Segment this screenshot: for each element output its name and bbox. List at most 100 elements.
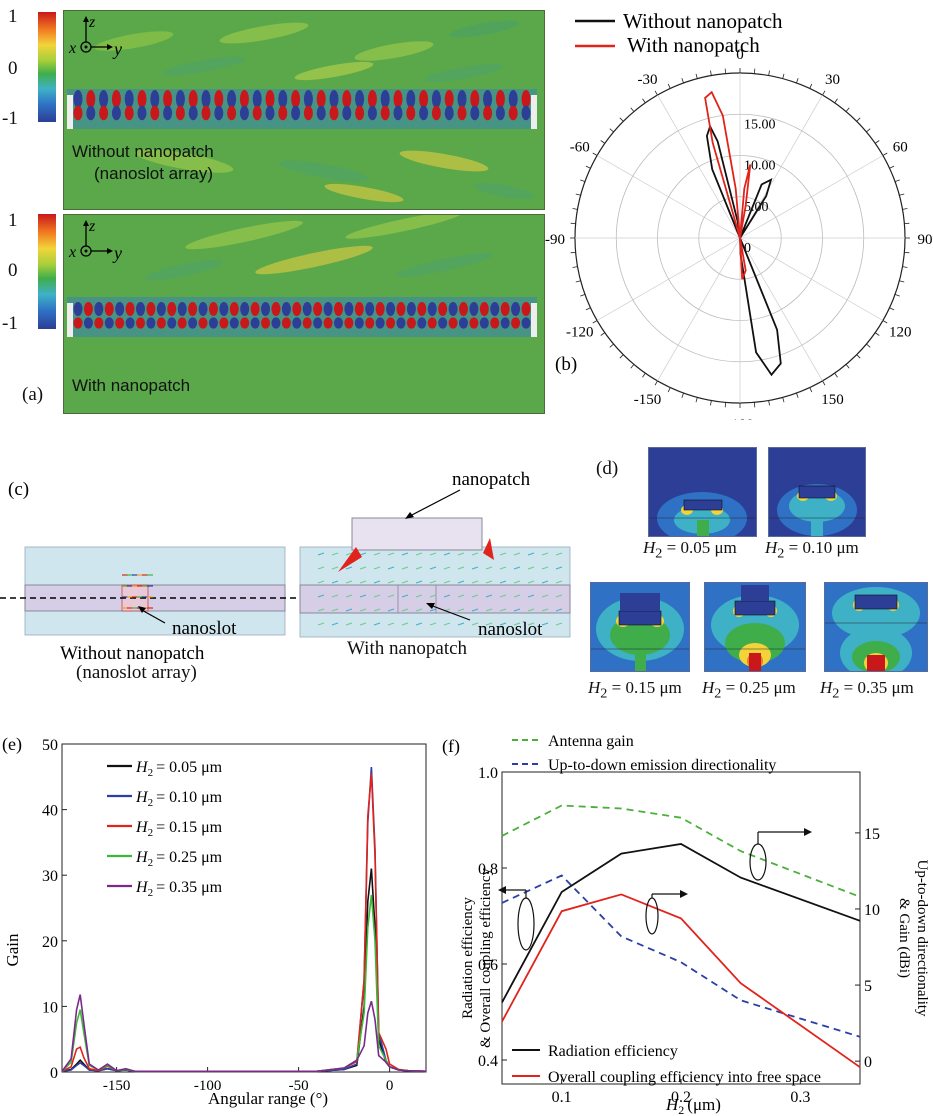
dipole-lower — [176, 106, 185, 120]
dipole-lower — [126, 317, 135, 328]
caption-c-left-2: (nanoslot array) — [76, 662, 197, 684]
thumb-caption-0.10: H2 = 0.10 μm — [765, 538, 859, 562]
colorbar-top-tick-1: 1 — [8, 6, 18, 28]
polar-tick — [696, 74, 697, 79]
polar-tick — [682, 78, 684, 83]
dipole-upper — [188, 302, 197, 316]
chart-e-xtick-label: -150 — [103, 1078, 131, 1094]
polar-tick — [769, 71, 770, 76]
dipole-lower — [501, 317, 510, 328]
polar-curves — [705, 92, 781, 375]
dipole-lower — [199, 317, 208, 328]
axis-y-label-bottom: y — [112, 243, 122, 263]
chart-f-xlabel-unit: (μm) — [687, 1095, 721, 1114]
dipole-lower — [432, 106, 441, 120]
dipole-lower — [163, 106, 172, 120]
polar-spoke — [658, 95, 741, 238]
chart-e-legend-label: H2 = 0.10 μm — [135, 789, 223, 809]
caption-without-nanopatch: Without nanopatch — [72, 141, 214, 163]
panel-b-label: (b) — [555, 354, 577, 375]
dipole-upper — [278, 90, 287, 108]
polar-plot: Without nanopatch With nanopatch 0306090… — [545, 0, 933, 420]
chart-f-xtick-label: 0.1 — [552, 1089, 572, 1106]
polar-tick — [899, 281, 904, 282]
polar-tick — [866, 344, 870, 347]
dipole-upper — [253, 90, 262, 108]
colorbar-top — [38, 12, 56, 122]
chart-f-ytick-left-label: 0.4 — [478, 1053, 498, 1070]
dipole-lower — [266, 106, 275, 120]
field-thumb-0.05 — [648, 447, 757, 537]
chart-e-ytick-label: 20 — [42, 934, 58, 951]
chart-e-series-line — [62, 774, 426, 1072]
polar-tick — [610, 129, 614, 132]
thumb-caption-0.25: H2 = 0.25 μm — [702, 678, 796, 702]
dipole-lower — [522, 106, 531, 120]
polar-tick — [668, 84, 670, 89]
chart-f-efficiency: (f) 0.40.60.81.00510150.1 0.2 0.3 Antenna … — [440, 728, 933, 1116]
chart-e-ytick-label: 40 — [42, 803, 58, 820]
chart-f-ytick-right-label: 0 — [864, 1054, 872, 1071]
chart-e-legend-label: H2 = 0.25 μm — [135, 849, 223, 869]
dipole-upper — [84, 302, 93, 316]
dipole-lower — [445, 106, 454, 120]
dipole-upper — [163, 90, 172, 108]
chart-f-series-line — [502, 876, 860, 1037]
device-without-nanopatch — [0, 547, 305, 635]
chart-e-legend-label: H2 = 0.15 μm — [135, 819, 223, 839]
polar-spoke — [740, 238, 883, 321]
chart-f-series-line — [502, 894, 860, 1067]
polar-tick — [902, 267, 907, 268]
polar-lobe-without-back — [740, 238, 781, 375]
colorbar-bottom-tick-m1: -1 — [2, 313, 18, 335]
chart-f-ylabel-left-2: & Overall coupling efficiency — [478, 867, 494, 1048]
dipole-lower — [490, 317, 499, 328]
chart-f-ytick-right-label: 15 — [864, 826, 880, 843]
dipole-lower — [330, 106, 339, 120]
polar-angle-label: 120 — [889, 325, 912, 341]
dipole-lower — [99, 106, 108, 120]
dipole-lower — [271, 317, 280, 328]
dipole-upper — [376, 302, 385, 316]
chart-e-series-line — [62, 767, 426, 1071]
polar-tick — [810, 84, 812, 89]
dipole-lower — [419, 106, 428, 120]
polar-tick — [655, 381, 658, 385]
colorbar-bottom-tick-1: 1 — [8, 210, 18, 232]
dipole-lower — [136, 317, 145, 328]
polar-angle-label: -180 — [726, 417, 754, 420]
colorbar-bottom-tick-0: 0 — [8, 260, 18, 282]
chart-f-ytick-right-label: 5 — [864, 978, 872, 995]
legend-label-without: Without nanopatch — [623, 9, 783, 33]
polar-angle-label: 0 — [736, 47, 744, 63]
dipole-upper — [126, 302, 135, 316]
chart-f-legend: Antenna gainUp-to-down emission directio… — [512, 733, 821, 1086]
thumb-caption-0.35-value: = 0.35 μm — [844, 678, 914, 697]
dipole-upper — [112, 90, 121, 108]
dipole-upper — [394, 90, 403, 108]
polar-tick — [631, 108, 634, 112]
polar-tick — [642, 99, 645, 103]
dipole-upper — [449, 302, 458, 316]
caption-c-right: With nanopatch — [347, 638, 467, 660]
dipole-lower — [483, 106, 492, 120]
chart-e-legend-label: H2 = 0.05 μm — [135, 759, 223, 779]
chart-f-series-line — [502, 806, 860, 897]
polar-tick — [580, 180, 585, 182]
polar-spoke — [597, 238, 740, 321]
dipole-lower — [138, 106, 147, 120]
panel-e-label: (e) — [2, 734, 22, 755]
dipole-upper — [99, 90, 108, 108]
chart-e-ytick-label: 50 — [42, 737, 58, 754]
polar-tick — [620, 355, 624, 359]
device-with-nanopatch — [300, 490, 570, 637]
polar-angle-label: -30 — [638, 72, 658, 88]
polar-tick — [631, 364, 634, 368]
chart-e-ytick-label: 30 — [42, 868, 58, 885]
dipole-lower — [511, 317, 520, 328]
chart-e-gain: (e) 01020304050-150 -100 -50 0 H2 = 0.05 μmH… — [0, 728, 440, 1116]
dipole-lower — [313, 317, 322, 328]
chart-f-ylabel-left-1: Radiation efficiency — [460, 897, 476, 1019]
chart-e-ytick-label: 10 — [42, 999, 58, 1016]
colorbar-bottom — [38, 214, 56, 329]
